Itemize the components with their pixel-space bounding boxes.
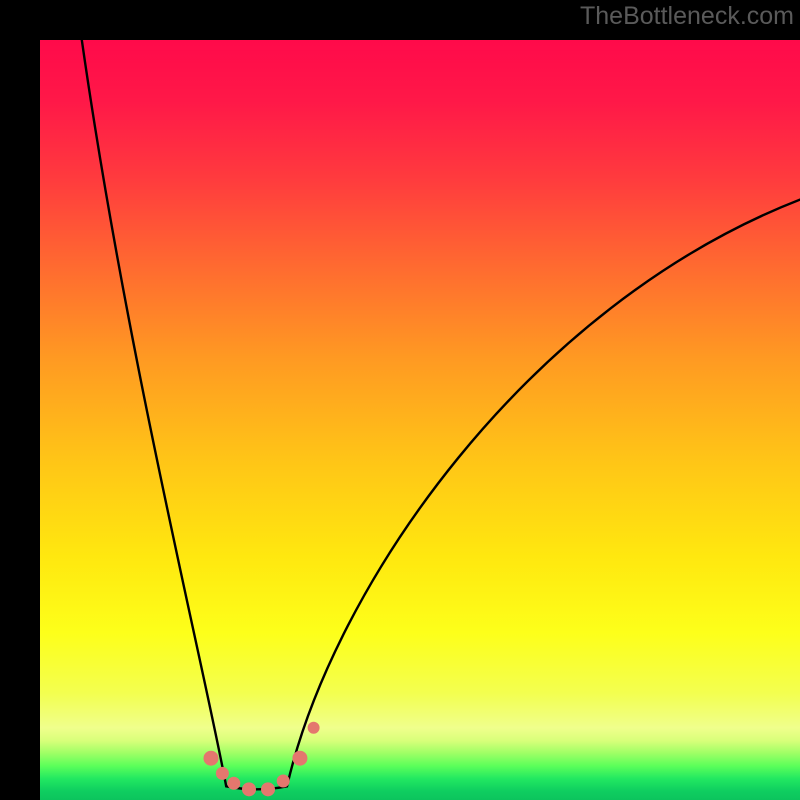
watermark-text: TheBottleneck.com: [580, 2, 794, 31]
curve-marker: [293, 751, 307, 765]
curve-marker: [204, 751, 218, 765]
stage: TheBottleneck.com: [0, 0, 800, 800]
curve-marker: [228, 777, 240, 789]
curve-marker: [243, 783, 256, 796]
curve-marker: [262, 783, 275, 796]
curve-marker: [216, 767, 228, 779]
plot-area: [40, 40, 800, 800]
curve-marker: [308, 722, 319, 733]
curve-marker: [277, 775, 289, 787]
bottleneck-chart: [40, 40, 800, 800]
gradient-background: [40, 40, 800, 800]
